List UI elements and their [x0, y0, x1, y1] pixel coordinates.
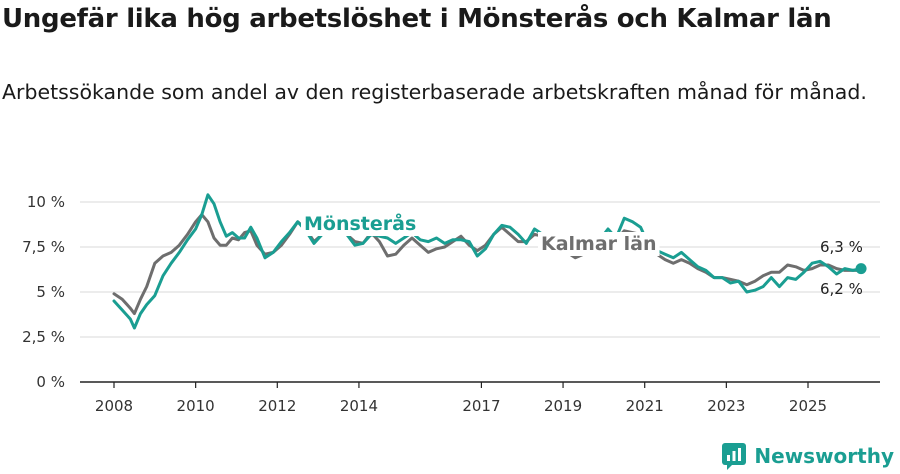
x-tick-label: 2023	[707, 397, 745, 415]
end-point-marker	[855, 263, 867, 275]
y-tick-label: 7,5 %	[22, 238, 65, 256]
y-tick-label: 5 %	[36, 283, 65, 301]
x-tick-label: 2010	[177, 397, 215, 415]
series-label-monsteras: Mönsterås	[304, 211, 416, 235]
x-tick-label: 2025	[789, 397, 827, 415]
x-axis-tick-labels: 2008 2010 2012 2014 2017 2019 2021 2023 2025	[95, 382, 827, 415]
x-tick-label: 2008	[95, 397, 133, 415]
series-lines	[112, 193, 863, 330]
x-tick-label: 2017	[462, 397, 500, 415]
x-tick-label: 2012	[258, 397, 296, 415]
brand-name: Newsworthy	[754, 444, 894, 468]
chart-title: Ungefär lika hög arbetslöshet i Mönsterå…	[2, 4, 832, 34]
brand-logo: Newsworthy	[721, 442, 894, 470]
y-axis-tick-labels: 0 % 2,5 % 5 % 7,5 % 10 %	[22, 193, 65, 391]
chart-subtitle: Arbetssökande som andel av den registerb…	[2, 80, 867, 104]
y-tick-label: 0 %	[36, 373, 65, 391]
x-tick-label: 2019	[544, 397, 582, 415]
y-tick-label: 10 %	[27, 193, 65, 211]
end-value-monsteras: 6,3 %	[820, 238, 863, 256]
series-line-monsteras	[112, 193, 863, 330]
label-background	[301, 210, 420, 236]
newsworthy-logo-icon	[722, 443, 747, 470]
label-background	[538, 232, 660, 256]
x-tick-label: 2021	[626, 397, 664, 415]
y-tick-label: 2,5 %	[22, 328, 65, 346]
series-line-kalmar	[112, 213, 863, 316]
end-value-kalmar: 6,2 %	[820, 280, 863, 298]
x-tick-label: 2014	[340, 397, 378, 415]
series-label-kalmar: Kalmar län	[541, 233, 657, 255]
